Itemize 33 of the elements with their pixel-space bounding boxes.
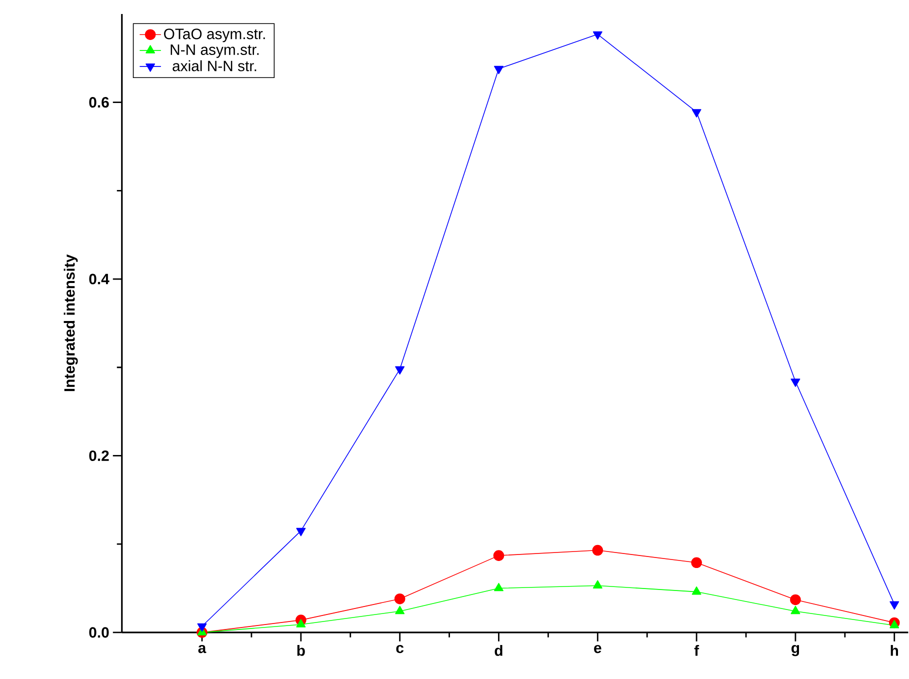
y-tick-label: 0.4 [89, 274, 110, 284]
x-tick-label: d [494, 644, 502, 656]
point [395, 606, 405, 614]
point [296, 618, 306, 628]
point [592, 31, 602, 40]
x-tick-label: g [792, 644, 800, 656]
y-tick-label: 0.6 [89, 96, 109, 108]
point [691, 557, 702, 568]
point [592, 544, 604, 556]
legend-label: OTaO asym.str. [164, 28, 265, 42]
legend-label: N-N asym.str. [170, 44, 259, 58]
x-tick-label: h [890, 644, 898, 656]
point [494, 66, 504, 74]
x-tick-label: e [594, 644, 602, 653]
point [790, 594, 801, 605]
point [692, 108, 702, 118]
point [592, 580, 602, 588]
x-tick-label: f [694, 644, 700, 656]
y-tick-label: 0.2 [89, 450, 109, 461]
point [790, 378, 800, 387]
point [890, 620, 900, 628]
x-tick-label: a [198, 644, 206, 653]
legend-label: axial N-N str. [172, 60, 256, 72]
y-tick-label: 0.0 [89, 626, 109, 638]
x-tick-label: b [297, 644, 305, 656]
point [790, 606, 800, 614]
point [394, 593, 406, 604]
y-axis-title: Integrated intensity [64, 254, 78, 391]
point [692, 586, 702, 594]
point [395, 366, 405, 374]
point [493, 550, 504, 561]
x-tick-label: c [396, 644, 404, 653]
point [494, 582, 504, 591]
